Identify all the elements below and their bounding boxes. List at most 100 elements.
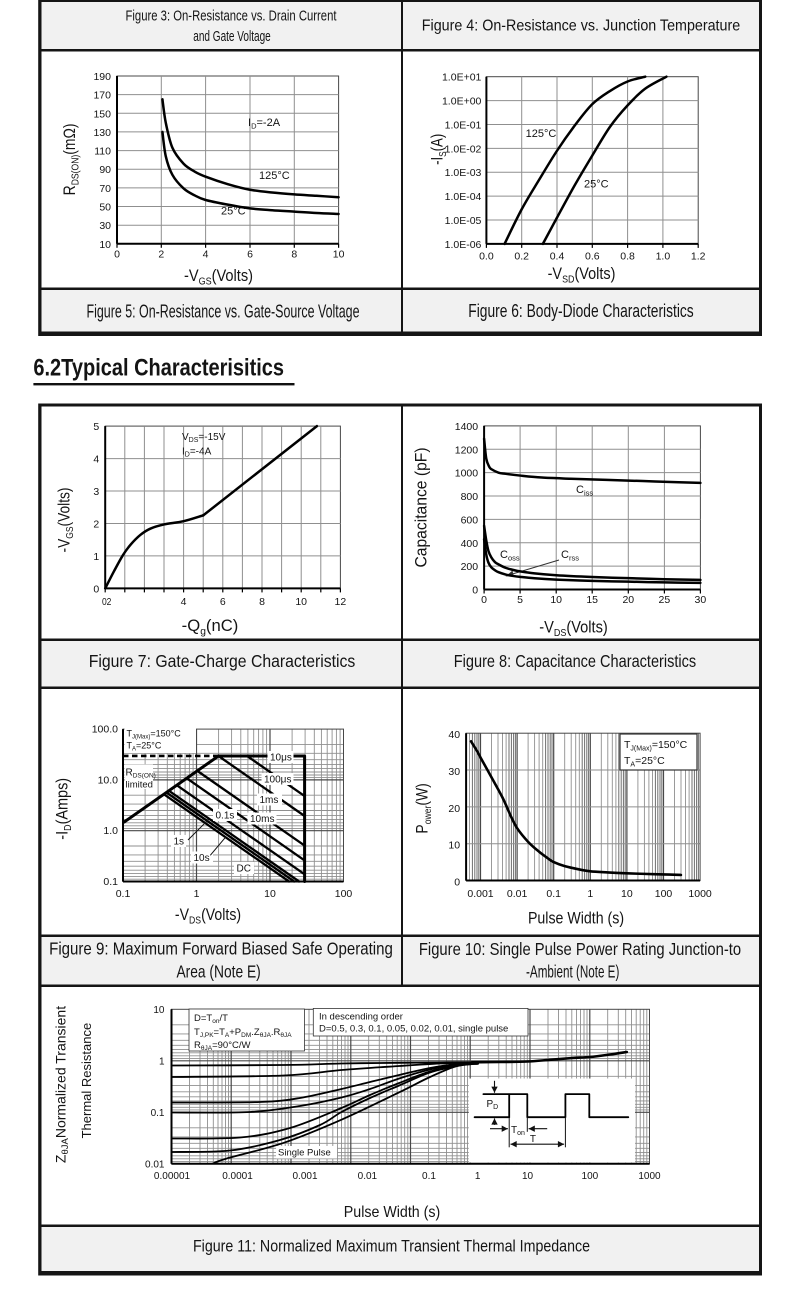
svg-text:0.1: 0.1	[422, 1171, 436, 1182]
svg-text:25: 25	[659, 594, 671, 606]
svg-text:1200: 1200	[455, 444, 479, 456]
svg-text:6: 6	[220, 596, 226, 608]
svg-text:20: 20	[448, 803, 460, 815]
svg-text:Thermal Resistance: Thermal Resistance	[79, 1023, 94, 1139]
svg-text:1ms: 1ms	[260, 795, 279, 806]
svg-text:10ms: 10ms	[250, 814, 274, 825]
svg-text:0.4: 0.4	[550, 251, 565, 263]
svg-text:0.2: 0.2	[514, 251, 529, 263]
svg-text:6.2Typical Characterisitics: 6.2Typical Characterisitics	[33, 355, 284, 382]
svg-text:Capacitance (pF): Capacitance (pF)	[412, 447, 430, 567]
svg-text:ID=-4A: ID=-4A	[182, 447, 212, 459]
svg-text:-VGS(Volts): -VGS(Volts)	[184, 267, 253, 288]
svg-text:30: 30	[695, 594, 707, 606]
svg-text:D=Ton/T: D=Ton/T	[194, 1013, 228, 1025]
svg-text:800: 800	[461, 491, 479, 503]
svg-text:0.1: 0.1	[103, 876, 118, 888]
svg-text:0: 0	[93, 583, 99, 595]
svg-text:3: 3	[93, 486, 99, 498]
svg-text:1: 1	[93, 551, 99, 563]
svg-text:150: 150	[93, 108, 111, 120]
svg-text:1.0E-01: 1.0E-01	[445, 120, 482, 132]
svg-text:30: 30	[448, 766, 460, 778]
svg-text:Figure 3: On-Resistance vs. Dr: Figure 3: On-Resistance vs. Drain Curren…	[126, 9, 337, 25]
svg-text:TJ,PK=TA+PDM.ZθJA.RθJA: TJ,PK=TA+PDM.ZθJA.RθJA	[194, 1027, 292, 1039]
svg-text:2: 2	[93, 519, 99, 531]
svg-text:10: 10	[621, 888, 633, 900]
svg-text:1000: 1000	[455, 468, 479, 480]
svg-text:1.0E-03: 1.0E-03	[445, 167, 482, 179]
svg-text:-ID(Amps): -ID(Amps)	[54, 778, 75, 840]
svg-text:25°C: 25°C	[584, 179, 609, 191]
svg-text:1400: 1400	[455, 421, 479, 433]
svg-text:1: 1	[194, 888, 200, 900]
svg-text:70: 70	[99, 183, 111, 195]
svg-text:Figure 6: Body-Diode Character: Figure 6: Body-Diode Characteristics	[468, 301, 693, 321]
svg-text:In descending order: In descending order	[319, 1012, 403, 1023]
svg-text:0.001: 0.001	[467, 888, 493, 900]
svg-text:10: 10	[333, 249, 345, 261]
svg-text:DC: DC	[237, 864, 251, 875]
svg-text:1.0: 1.0	[103, 825, 118, 837]
svg-text:0: 0	[472, 585, 478, 597]
svg-text:1.0E-05: 1.0E-05	[445, 215, 482, 227]
svg-text:1s: 1s	[174, 837, 185, 848]
svg-text:100: 100	[335, 888, 353, 900]
svg-text:1: 1	[159, 1056, 165, 1067]
svg-text:4: 4	[93, 454, 99, 466]
svg-text:0.1: 0.1	[151, 1108, 165, 1119]
svg-text:02: 02	[102, 596, 112, 608]
svg-text:90: 90	[99, 164, 111, 176]
svg-text:125°C: 125°C	[259, 170, 290, 182]
svg-text:170: 170	[93, 90, 111, 102]
svg-text:0.1: 0.1	[546, 888, 561, 900]
svg-text:1.2: 1.2	[691, 251, 706, 263]
svg-text:Figure 11: Normalized Maximum: Figure 11: Normalized Maximum Transient …	[193, 1238, 590, 1256]
svg-text:ID=-2A: ID=-2A	[248, 117, 281, 131]
svg-text:limited: limited	[126, 780, 153, 791]
svg-text:8: 8	[291, 249, 297, 261]
svg-text:1.0: 1.0	[656, 251, 671, 263]
svg-text:0.1s: 0.1s	[216, 811, 235, 822]
svg-text:125°C: 125°C	[526, 128, 557, 140]
svg-text:10: 10	[264, 888, 276, 900]
svg-text:PD: PD	[487, 1099, 499, 1111]
svg-text:0.0: 0.0	[479, 251, 494, 263]
svg-text:Figure 10: Single Pulse Power: Figure 10: Single Pulse Power Rating Jun…	[419, 939, 741, 959]
svg-text:10: 10	[153, 1005, 165, 1016]
svg-text:15: 15	[586, 594, 598, 606]
svg-text:-Ambient (Note E): -Ambient (Note E)	[526, 962, 619, 982]
svg-text:TA=25°C: TA=25°C	[624, 755, 665, 769]
svg-text:10s: 10s	[194, 853, 210, 864]
svg-text:D=0.5, 0.3, 0.1, 0.05, 0.02, 0: D=0.5, 0.3, 0.1, 0.05, 0.02, 0.01, singl…	[319, 1024, 508, 1035]
svg-text:-VDS(Volts): -VDS(Volts)	[175, 906, 241, 927]
svg-text:40: 40	[448, 729, 460, 741]
svg-text:TA=25°C: TA=25°C	[127, 741, 162, 753]
svg-text:6: 6	[247, 249, 253, 261]
svg-text:4: 4	[203, 249, 209, 261]
svg-text:0: 0	[481, 594, 487, 606]
svg-text:0: 0	[454, 877, 460, 889]
svg-text:0.01: 0.01	[507, 888, 528, 900]
svg-text:12: 12	[335, 596, 347, 608]
svg-text:T: T	[530, 1134, 536, 1145]
svg-text:-VDS(Volts): -VDS(Volts)	[539, 618, 608, 639]
svg-text:-Qg(nC): -Qg(nC)	[182, 616, 239, 638]
svg-text:and Gate Voltage: and Gate Voltage	[193, 29, 271, 45]
svg-text:VDS=-15V: VDS=-15V	[182, 432, 226, 444]
svg-text:0.001: 0.001	[292, 1171, 317, 1182]
svg-text:0.0001: 0.0001	[222, 1171, 253, 1182]
svg-text:1000: 1000	[638, 1171, 661, 1182]
svg-text:20: 20	[622, 594, 634, 606]
svg-text:1000: 1000	[688, 888, 712, 900]
svg-text:30: 30	[99, 220, 111, 232]
svg-text:1: 1	[475, 1171, 481, 1182]
svg-text:0.01: 0.01	[358, 1171, 378, 1182]
svg-text:Figure 7: Gate-Charge Characte: Figure 7: Gate-Charge Characteristics	[89, 651, 356, 671]
svg-text:25°C: 25°C	[221, 206, 246, 218]
svg-text:Figure 5: On-Resistance vs. Ga: Figure 5: On-Resistance vs. Gate-Source …	[87, 302, 360, 322]
svg-text:10: 10	[295, 596, 307, 608]
svg-text:4: 4	[181, 596, 187, 608]
svg-text:100: 100	[582, 1171, 599, 1182]
svg-text:0.6: 0.6	[585, 251, 600, 263]
